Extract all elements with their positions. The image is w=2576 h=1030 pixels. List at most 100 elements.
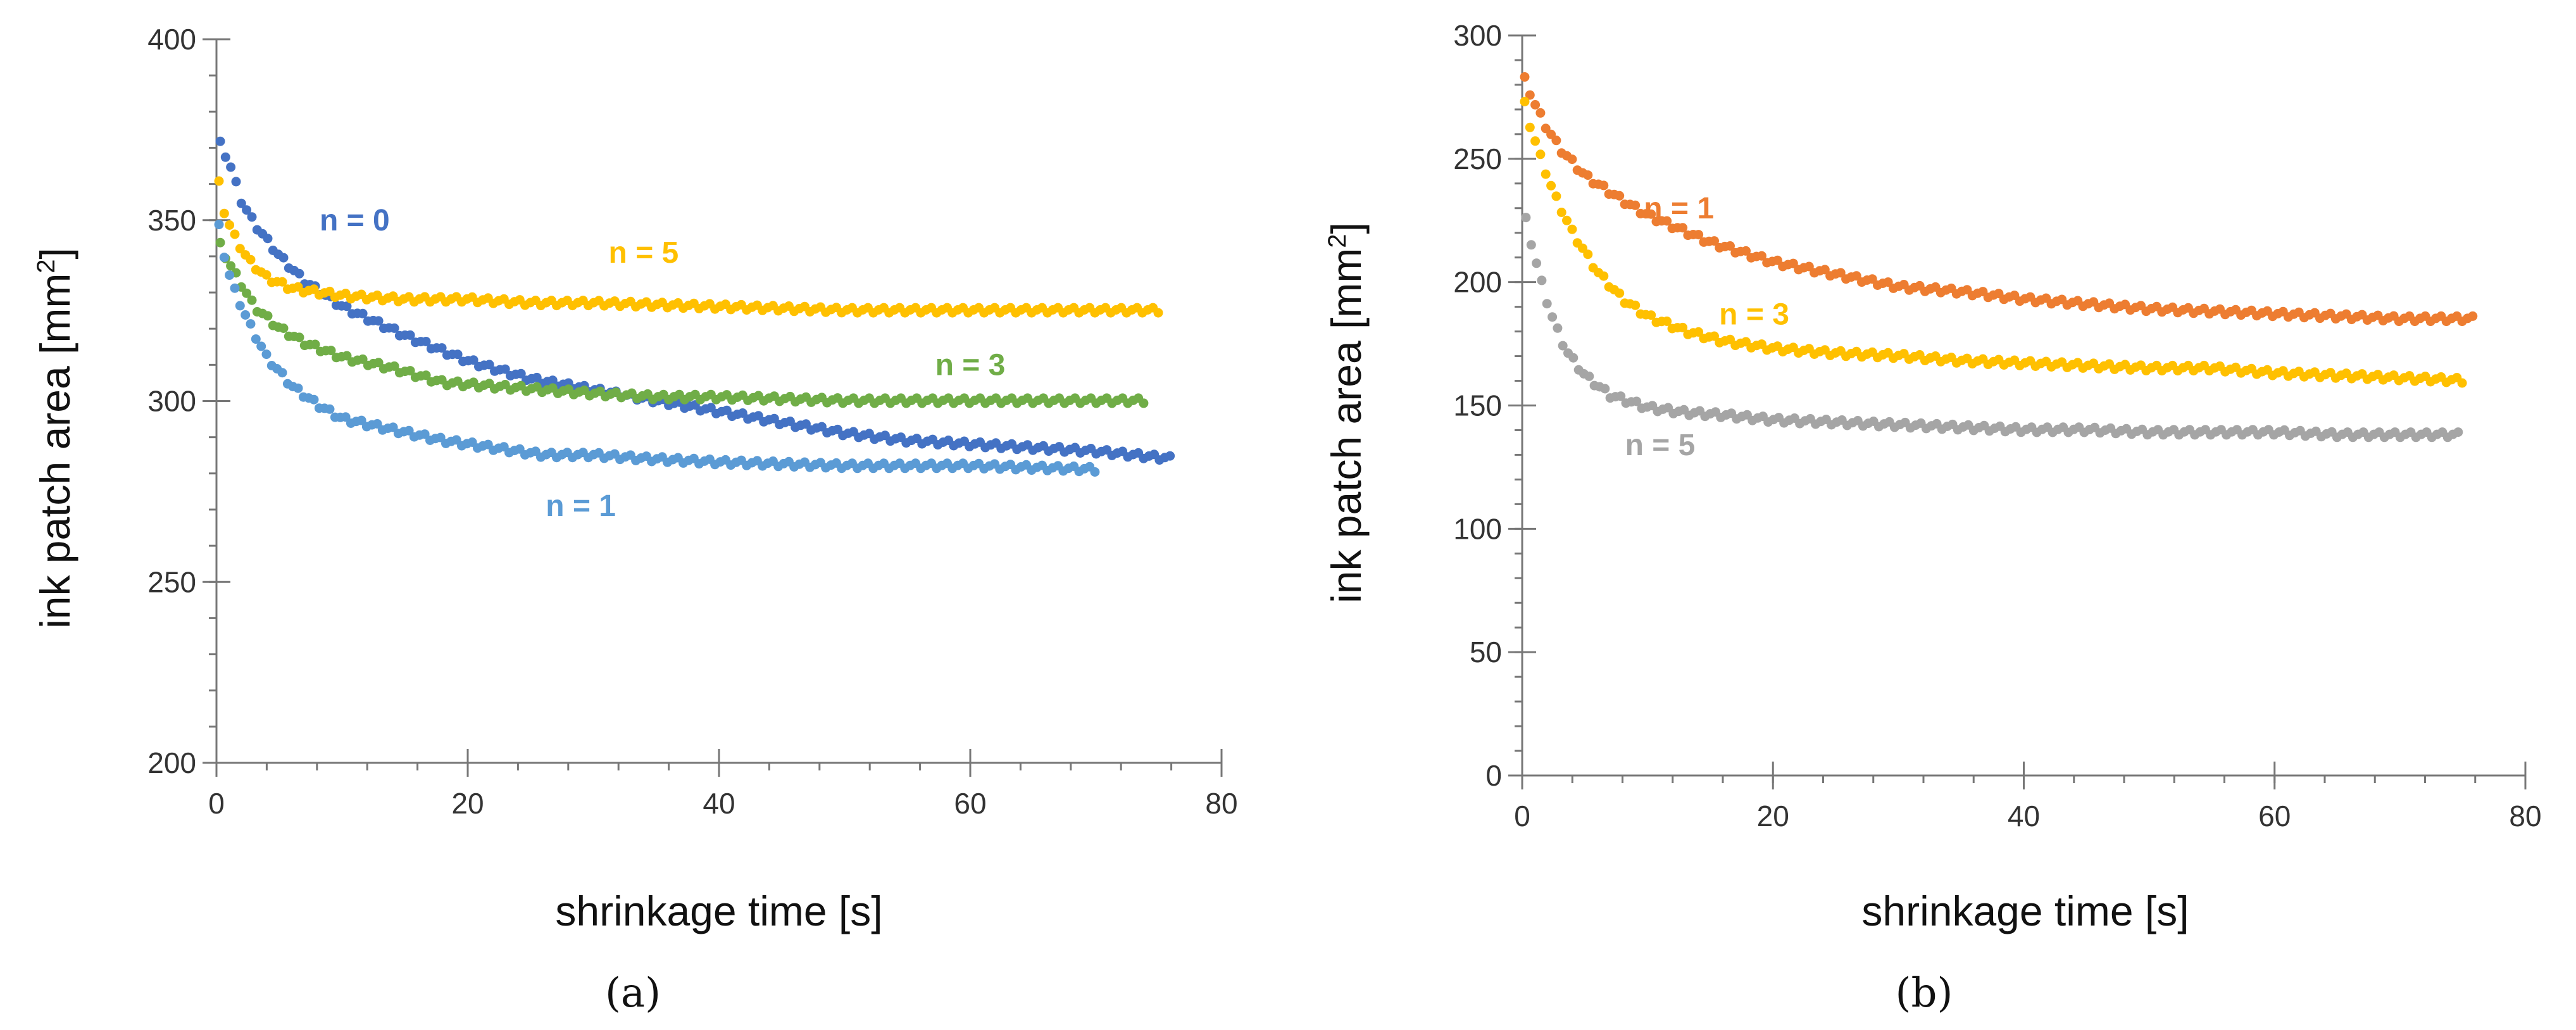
data-point: [215, 237, 225, 248]
data-point: [373, 316, 384, 326]
data-point: [230, 283, 240, 293]
y-axis-title-b: ink patch area [mm2]: [1323, 222, 1370, 603]
x-tick-label-b: 0: [1514, 800, 1530, 832]
data-point: [1525, 122, 1535, 132]
data-point: [1694, 230, 1704, 240]
y-tick-label-b: 150: [1453, 389, 1502, 422]
series-a-n-1: [214, 220, 1100, 477]
series-b-n-1: [1520, 72, 2478, 327]
data-point: [516, 368, 526, 379]
data-point: [278, 323, 289, 333]
data-point: [1662, 216, 1672, 226]
data-point: [215, 136, 225, 146]
series-a-n-3: [215, 237, 1149, 408]
y-axis-title-a-superscript: 2: [32, 259, 60, 273]
data-point: [1632, 396, 1642, 406]
data-point: [1139, 398, 1149, 408]
x-tick-label-a: 40: [703, 787, 735, 820]
data-point: [1630, 300, 1641, 310]
data-point: [1867, 274, 1877, 284]
series-label-a: n = 1: [546, 489, 616, 523]
data-point: [219, 253, 229, 263]
data-point: [230, 229, 240, 239]
data-point: [1710, 236, 1719, 246]
data-point: [247, 212, 257, 222]
data-point: [1558, 341, 1568, 351]
data-point: [261, 270, 272, 280]
data-point: [341, 412, 351, 422]
data-point: [1756, 251, 1766, 261]
y-tick-label-a: 300: [147, 385, 196, 418]
x-tick-label-b: 60: [2258, 800, 2291, 832]
data-point: [294, 268, 304, 279]
chart-panel-b: 0 20 40 60 80 0 50 100 150 200 250 300 n = 1 n = 3 n =…: [1323, 19, 2542, 1017]
data-point: [342, 301, 352, 311]
x-tick-label-a: 0: [208, 787, 225, 820]
data-point: [277, 368, 287, 378]
x-tick-label-a: 60: [954, 787, 986, 820]
data-point: [214, 220, 224, 230]
x-tick-label-b: 20: [1757, 800, 1789, 832]
data-point: [1599, 180, 1609, 191]
data-point: [278, 253, 289, 263]
plot-area-a: 0 20 40 60 80 200 250 300 350 400 n = 0 n = 5 n = 3 n…: [147, 23, 1237, 820]
data-point: [214, 176, 224, 186]
y-tick-label-b: 50: [1470, 636, 1502, 669]
data-point: [1567, 224, 1577, 234]
data-point: [2468, 311, 2478, 321]
data-point: [225, 270, 235, 280]
data-point: [1520, 72, 1530, 82]
data-point: [405, 366, 415, 376]
data-point: [453, 349, 463, 360]
data-point: [325, 404, 335, 414]
x-tick-label-a: 80: [1205, 787, 1237, 820]
data-point: [1553, 323, 1563, 333]
data-point: [226, 162, 236, 172]
y-axis-title-b-superscript: 2: [1323, 234, 1351, 248]
series-label-a: n = 3: [935, 348, 1006, 382]
data-point: [500, 364, 510, 374]
data-point: [1537, 275, 1547, 286]
data-point: [242, 205, 252, 215]
data-point: [1583, 249, 1593, 260]
data-point: [2457, 378, 2467, 388]
x-axis-title-a: shrinkage time [s]: [555, 888, 882, 934]
data-point: [277, 277, 287, 287]
data-point: [1526, 240, 1536, 250]
data-point: [242, 288, 252, 298]
chart-panel-a: 0 20 40 60 80 200 250 300 350 400 n = 0 n = 5 n = 3 n…: [32, 23, 1238, 1017]
data-point: [1556, 208, 1566, 217]
y-tick-label-a: 250: [147, 565, 196, 598]
data-point: [263, 234, 273, 244]
y-axis-title-a: ink patch area [mm2]: [32, 248, 78, 629]
data-point: [358, 354, 368, 364]
data-point: [1535, 108, 1546, 118]
y-tick-label-b: 200: [1453, 266, 1502, 299]
data-point: [437, 343, 447, 353]
data-point: [342, 351, 352, 361]
data-point: [1678, 223, 1688, 233]
data-point: [1662, 317, 1672, 326]
data-point: [1710, 331, 1719, 341]
data-point: [1646, 209, 1656, 219]
y-tick-label-a: 350: [147, 204, 196, 237]
data-point: [1530, 100, 1541, 110]
y-tick-label-a: 200: [147, 746, 196, 779]
data-point: [404, 425, 414, 436]
series-b-n-5: [1521, 213, 2463, 443]
data-point: [241, 310, 251, 320]
y-tick-label-b: 0: [1485, 759, 1502, 792]
data-point: [1678, 322, 1688, 332]
data-point: [1153, 308, 1163, 318]
series-label-a: n = 5: [609, 236, 679, 270]
data-point: [246, 319, 256, 329]
data-point: [388, 422, 398, 432]
data-point: [236, 198, 246, 208]
data-point: [468, 355, 478, 365]
data-point: [420, 429, 430, 439]
data-point: [372, 419, 382, 429]
plot-area-b: 0 20 40 60 80 0 50 100 150 200 250 300 n = 1 n = 3 n =…: [1453, 19, 2541, 832]
data-point: [1883, 277, 1893, 287]
series-label-b: n = 1: [1644, 192, 1714, 225]
